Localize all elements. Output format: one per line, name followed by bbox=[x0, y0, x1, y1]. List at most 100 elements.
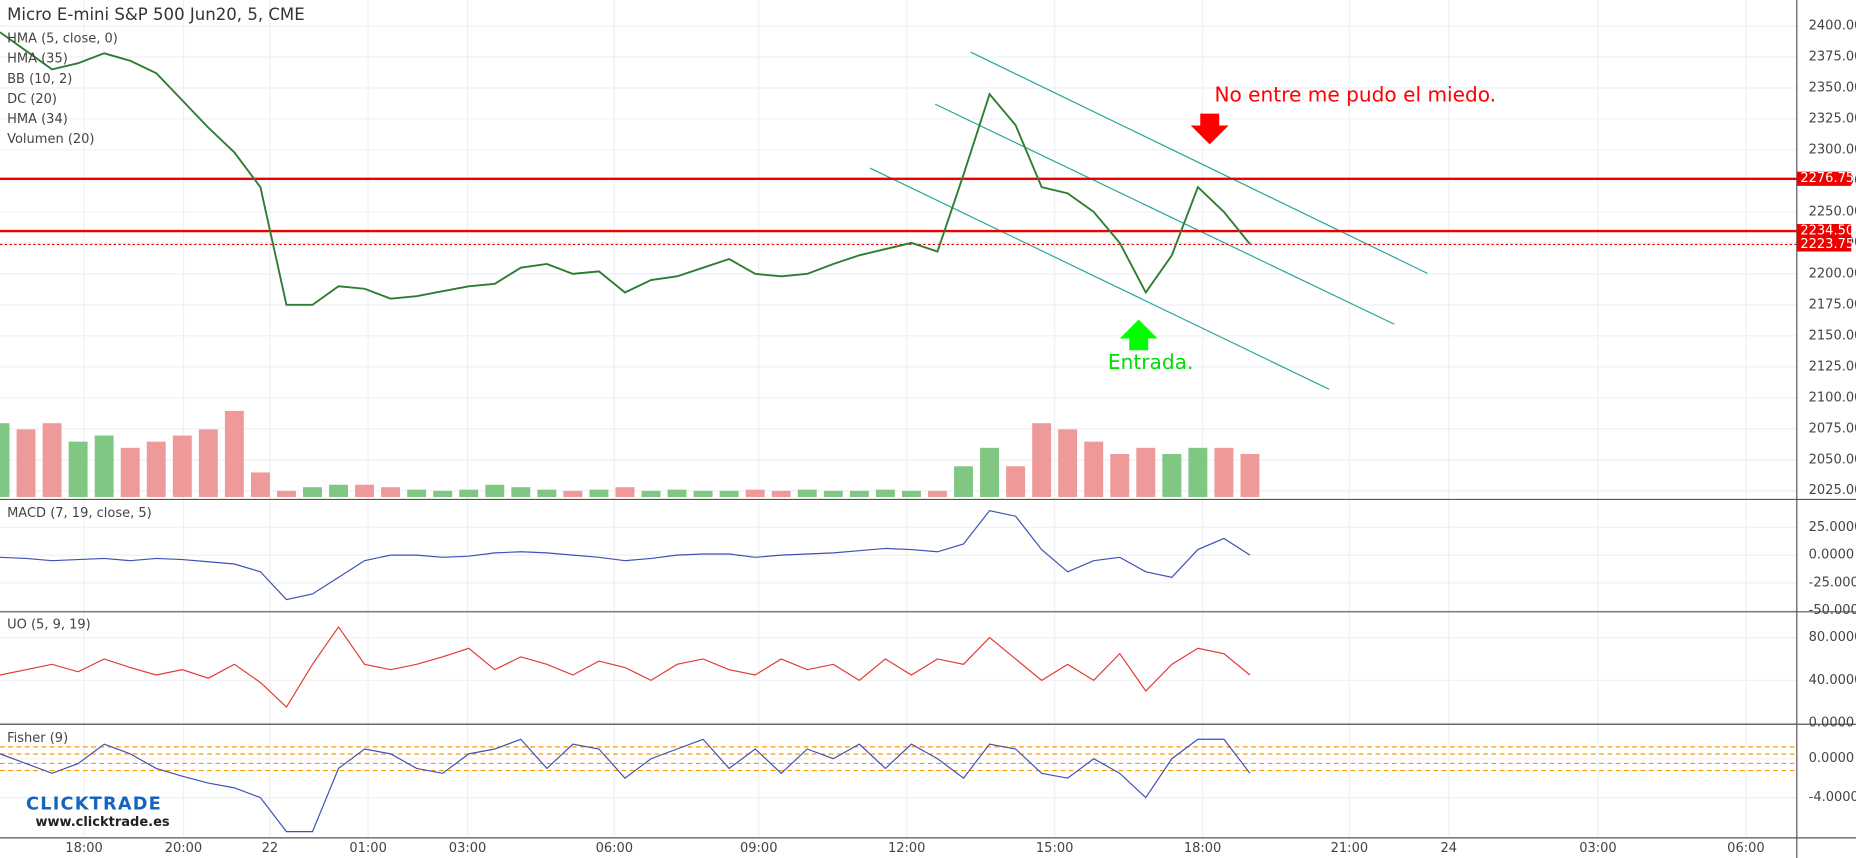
y-tick-label: 0.0000 bbox=[1809, 548, 1855, 563]
down-arrow bbox=[1190, 113, 1229, 145]
volume-bar bbox=[1058, 429, 1078, 498]
volume-bar bbox=[381, 487, 401, 498]
volume-bar bbox=[771, 490, 791, 498]
volume-bar bbox=[797, 489, 817, 498]
volume-bar bbox=[172, 435, 192, 498]
annotation: No entre me pudo el miedo. bbox=[1214, 82, 1496, 106]
logo: CLICKTRADE bbox=[26, 795, 162, 815]
volume-bar bbox=[537, 489, 557, 498]
price-tag bbox=[1796, 171, 1852, 186]
volume-bar bbox=[849, 490, 869, 498]
volume-bar bbox=[589, 489, 609, 498]
volume-bar bbox=[667, 489, 687, 498]
volume-bar bbox=[693, 490, 713, 498]
volume-bar bbox=[1188, 447, 1208, 498]
volume-bar bbox=[1240, 453, 1260, 498]
volume-bar bbox=[1214, 447, 1234, 498]
y-tick-label: 2100.00 bbox=[1809, 390, 1856, 405]
x-tick-label: 03:00 bbox=[1579, 841, 1616, 856]
channel-line bbox=[934, 103, 1395, 325]
volume-bar bbox=[1136, 447, 1156, 498]
volume-bar bbox=[563, 490, 583, 498]
legend-entry: HMA (34) bbox=[7, 112, 68, 127]
y-tick-label: -25.0000 bbox=[1809, 575, 1856, 590]
volume-bar bbox=[0, 423, 10, 498]
volume-bar bbox=[1110, 453, 1130, 498]
y-tick-label: 25.0000 bbox=[1809, 520, 1856, 535]
volume-bar bbox=[329, 484, 348, 498]
x-tick-label: 24 bbox=[1441, 841, 1458, 856]
legend-entry: BB (10, 2) bbox=[7, 72, 72, 87]
y-tick-label: 2025.00 bbox=[1809, 483, 1856, 498]
x-tick-label: 03:00 bbox=[449, 841, 486, 856]
channel-line bbox=[869, 167, 1330, 390]
y-tick-label: 2050.00 bbox=[1809, 452, 1856, 467]
volume-bar bbox=[980, 447, 1000, 498]
price-tag-label: 2223.75 bbox=[1800, 237, 1854, 252]
legend-entry: HMA (35) bbox=[7, 52, 68, 67]
x-tick-label: 06:00 bbox=[596, 841, 633, 856]
y-tick-label: 40.0000 bbox=[1809, 673, 1856, 688]
volume-bar bbox=[1006, 466, 1026, 498]
volume-bar bbox=[719, 490, 739, 498]
y-tick-label: 2175.00 bbox=[1809, 297, 1856, 312]
volume-bar bbox=[485, 484, 505, 498]
y-tick-label: 0.0000 bbox=[1809, 751, 1855, 766]
x-tick-label: 01:00 bbox=[349, 841, 386, 856]
x-tick-label: 18:00 bbox=[65, 841, 102, 856]
x-tick-label: 09:00 bbox=[740, 841, 777, 856]
x-tick-label: 22 bbox=[262, 841, 279, 856]
volume-bar bbox=[928, 490, 947, 498]
price-tag-label: 2234.50 bbox=[1800, 224, 1854, 239]
chart-title: Micro E-mini S&P 500 Jun20, 5, CME bbox=[7, 5, 305, 24]
legend-entry: DC (20) bbox=[7, 92, 57, 107]
series-line bbox=[0, 625, 1251, 708]
price-tag-label: 2276.75 bbox=[1800, 171, 1854, 186]
volume-bar bbox=[433, 490, 453, 498]
pane-title: Fisher (9) bbox=[7, 731, 68, 746]
volume-bar bbox=[303, 487, 322, 498]
y-tick-label: 0.0000 bbox=[1809, 716, 1855, 731]
logo-url: www.clicktrade.es bbox=[36, 815, 170, 830]
y-tick-label: 2150.00 bbox=[1809, 328, 1856, 343]
volume-bar bbox=[42, 423, 62, 498]
x-tick-label: 18:00 bbox=[1184, 841, 1221, 856]
series-line bbox=[0, 738, 1251, 833]
y-tick-label: 2350.00 bbox=[1809, 80, 1856, 95]
pane-title: UO (5, 9, 19) bbox=[7, 617, 91, 632]
volume-bar bbox=[901, 490, 921, 498]
legend-entry: Volumen (20) bbox=[7, 132, 94, 147]
x-tick-label: 21:00 bbox=[1331, 841, 1368, 856]
y-tick-label: 2375.00 bbox=[1809, 50, 1856, 65]
y-tick-label: -50.0000 bbox=[1809, 603, 1856, 618]
channel-line bbox=[970, 51, 1428, 274]
y-tick-label: 2125.00 bbox=[1809, 359, 1856, 374]
volume-bar bbox=[1032, 423, 1052, 498]
price-tag bbox=[1796, 237, 1852, 252]
volume-bar bbox=[120, 447, 140, 498]
volume-bar bbox=[615, 487, 635, 498]
volume-bar bbox=[94, 435, 114, 498]
volume-bar bbox=[355, 484, 375, 498]
plot bbox=[0, 31, 1797, 833]
y-tick-label: -4.0000 bbox=[1809, 790, 1856, 805]
volume-bar bbox=[1162, 453, 1182, 498]
series-line bbox=[0, 510, 1251, 601]
x-tick-label: 06:00 bbox=[1727, 841, 1764, 856]
grid bbox=[0, 0, 1797, 838]
x-tick-label: 15:00 bbox=[1036, 841, 1073, 856]
volume-bar bbox=[68, 441, 88, 498]
volume-bar bbox=[198, 429, 218, 498]
volume-bar bbox=[250, 472, 270, 498]
pane-title: MACD (7, 19, close, 5) bbox=[7, 506, 152, 521]
volume-bar bbox=[459, 489, 479, 498]
y-tick-label: 2250.00 bbox=[1809, 204, 1856, 219]
y-tick-label: 2075.00 bbox=[1809, 421, 1856, 436]
volume-bar bbox=[16, 429, 36, 498]
volume-bar bbox=[276, 490, 296, 498]
volume-bar bbox=[823, 490, 843, 498]
y-tick-label: 2200.00 bbox=[1809, 266, 1856, 281]
legend-entry: HMA (5, close, 0) bbox=[7, 32, 118, 47]
